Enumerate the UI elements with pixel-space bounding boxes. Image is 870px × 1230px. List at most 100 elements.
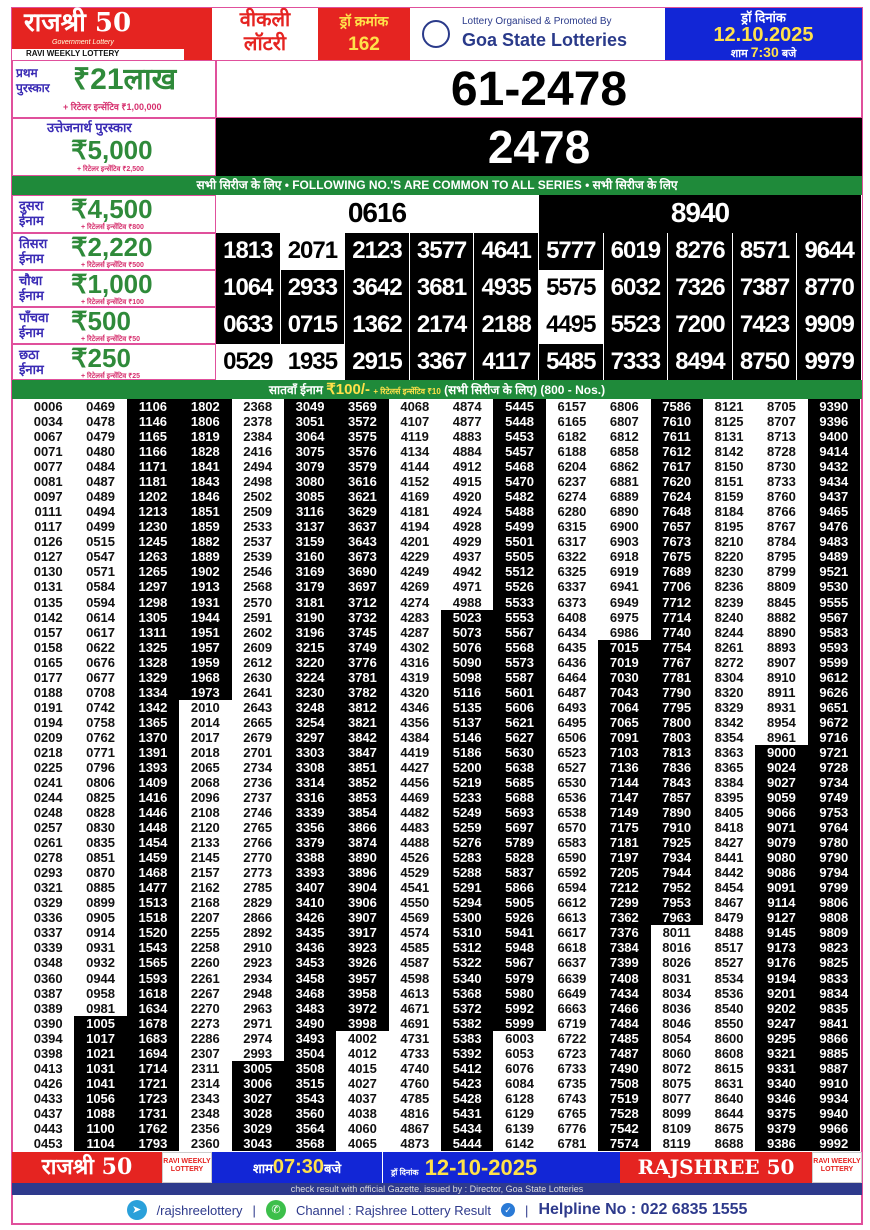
number-cell: 8961 xyxy=(755,729,808,745)
number-cell: 2168 xyxy=(179,895,232,911)
number-cell: 5630 xyxy=(493,744,546,760)
prize-number: 4117 xyxy=(474,344,539,380)
number-cell: 1683 xyxy=(126,1030,180,1046)
telegram-link[interactable]: /rajshreelottery xyxy=(156,1202,243,1218)
prize-label-2: ईनाम xyxy=(19,213,44,228)
date-label: ड्रॉ दिनांक xyxy=(741,10,786,25)
number-cell: 6812 xyxy=(598,429,651,445)
number-cell: 9885 xyxy=(807,1045,860,1061)
number-cell: 6719 xyxy=(545,1015,599,1031)
number-cell: 0194 xyxy=(22,714,75,730)
number-cell: 3196 xyxy=(283,624,337,640)
number-cell: 8261 xyxy=(702,639,756,655)
number-cell: 4012 xyxy=(336,1045,389,1061)
number-cell: 6237 xyxy=(545,474,599,490)
number-cell: 1959 xyxy=(179,654,232,670)
number-cell: 0437 xyxy=(22,1105,75,1121)
number-cell: 4671 xyxy=(388,1000,441,1016)
number-cell: 6889 xyxy=(598,489,651,505)
number-cell: 3049 xyxy=(283,399,337,415)
number-cell: 3316 xyxy=(283,790,337,806)
number-cell: 3388 xyxy=(283,850,337,866)
number-cell: 3080 xyxy=(283,474,337,490)
number-cell: 4912 xyxy=(441,459,494,475)
number-cell: 1819 xyxy=(179,429,232,445)
number-cell: 6530 xyxy=(545,774,599,791)
number-cell: 3079 xyxy=(283,459,337,475)
prize-numbers-row: 1064 2933 3642 3681 4935 5575 6032 7326 7387 8770 xyxy=(216,270,862,307)
number-cell: 0111 xyxy=(22,504,75,520)
prize-number: 0715 xyxy=(280,307,346,344)
prize-label-box: छठा ईनाम ₹250 + रिटेलर्स इन्सेंटिव ₹25 xyxy=(12,344,216,380)
number-cell: 0337 xyxy=(22,925,75,941)
number-cell: 3821 xyxy=(336,714,389,730)
number-cell: 1721 xyxy=(126,1075,180,1091)
number-cell: 8342 xyxy=(702,714,756,730)
footer-brand-en: RAJSHREE 50 xyxy=(620,1152,812,1183)
number-cell: 2314 xyxy=(179,1075,232,1091)
number-cell: 5926 xyxy=(493,910,546,926)
number-cell: 8220 xyxy=(702,549,756,565)
number-cell: 2498 xyxy=(231,474,284,490)
number-cell: 4928 xyxy=(441,519,494,535)
number-cell: 4526 xyxy=(388,850,441,866)
number-cell: 7487 xyxy=(598,1045,651,1061)
number-cell: 4483 xyxy=(388,820,441,836)
number-cell: 8026 xyxy=(650,955,703,971)
number-cell: 2307 xyxy=(179,1045,232,1061)
number-cell: 7675 xyxy=(650,549,703,565)
number-cell: 1409 xyxy=(126,774,180,791)
number-cell: 9000 xyxy=(755,744,808,760)
prize-number: 8770 xyxy=(797,270,862,307)
number-cell: 0851 xyxy=(74,850,127,866)
number-cell: 6506 xyxy=(545,729,599,745)
number-cell: 4144 xyxy=(388,459,441,475)
number-cell: 8795 xyxy=(755,549,808,565)
number-cell: 5368 xyxy=(441,985,494,1001)
prize-number: 9909 xyxy=(797,307,862,344)
number-cell: 6408 xyxy=(545,609,599,625)
number-cell: 8159 xyxy=(702,489,756,505)
number-cell: 1166 xyxy=(126,444,180,460)
number-cell: 9790 xyxy=(807,850,860,866)
divider: | xyxy=(252,1202,256,1218)
number-cell: 0413 xyxy=(22,1060,75,1076)
number-cell: 0571 xyxy=(74,564,127,580)
whatsapp-channel-link[interactable]: Channel : Rajshree Lottery Result xyxy=(295,1202,492,1218)
prize-number: 7333 xyxy=(603,344,669,380)
number-cell: 5488 xyxy=(493,504,546,520)
number-cell: 8363 xyxy=(702,744,756,760)
number-cell: 6765 xyxy=(545,1105,599,1121)
number-cell: 2785 xyxy=(231,880,284,896)
number-cell: 9833 xyxy=(807,970,860,986)
number-cell: 8799 xyxy=(755,564,808,580)
number-cell: 8427 xyxy=(702,835,756,851)
consolation-prize-label: उत्तेजनार्थ पुरस्कार ₹5,000 + रिटेलर इन्… xyxy=(12,118,216,176)
number-cell: 3890 xyxy=(336,850,389,866)
number-cell: 7542 xyxy=(598,1120,651,1136)
prize-number: 1935 xyxy=(280,344,346,380)
number-cell: 3515 xyxy=(283,1075,337,1091)
number-cell: 8534 xyxy=(702,970,756,986)
number-cell: 6807 xyxy=(598,414,651,430)
number-cell: 0077 xyxy=(22,459,75,475)
number-cell: 6881 xyxy=(598,474,651,490)
number-cell: 5468 xyxy=(493,459,546,475)
number-cell: 6523 xyxy=(545,744,599,760)
number-cell: 0034 xyxy=(22,414,75,430)
number-cell: 0677 xyxy=(74,669,127,685)
prize-number: 8750 xyxy=(732,344,798,380)
number-cell: 8210 xyxy=(702,534,756,550)
number-cell: 8733 xyxy=(755,474,808,490)
number-cell: 7175 xyxy=(598,820,651,836)
seventh-note: (सभी सिरीज के लिए) xyxy=(444,383,538,397)
number-cell: 7781 xyxy=(650,669,703,685)
number-cell: 3923 xyxy=(336,940,389,956)
number-cell: 6776 xyxy=(545,1120,599,1136)
number-cell: 9721 xyxy=(807,744,860,760)
number-cell: 5300 xyxy=(441,910,494,926)
number-cell: 1694 xyxy=(126,1045,180,1061)
number-cell: 0126 xyxy=(22,534,75,550)
number-cell: 9396 xyxy=(807,414,860,430)
number-cell: 9651 xyxy=(807,699,860,715)
